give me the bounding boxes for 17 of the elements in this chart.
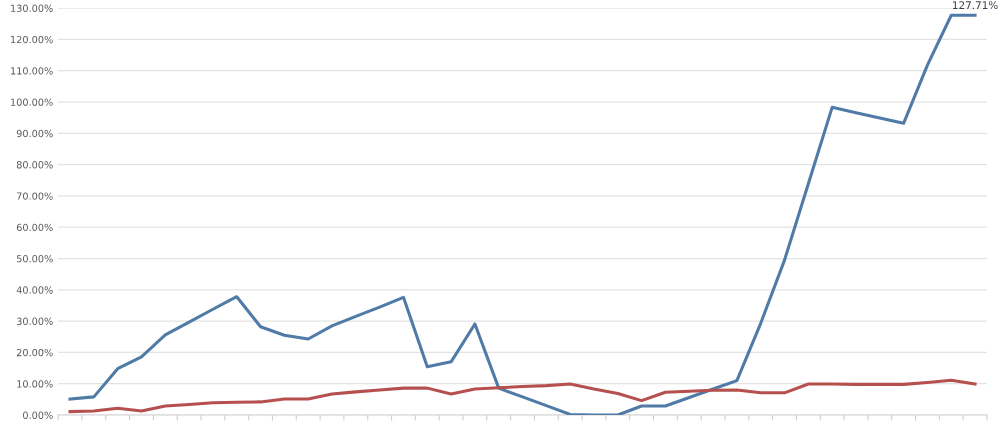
line-series — [68, 13, 977, 416]
y-tick-label: 100.00% — [11, 98, 53, 106]
y-tick-label: 70.00% — [16, 192, 53, 200]
y-tick-label: 110.00% — [11, 67, 53, 75]
y-tick-label: 120.00% — [11, 35, 53, 44]
y-tick-label: 130.00% — [11, 4, 53, 12]
y-tick-label: 0.00% — [23, 411, 53, 419]
y-tick-label: 60.00% — [16, 223, 53, 232]
y-tick-label: 50.00% — [16, 255, 53, 263]
y-tick-label: 40.00% — [16, 286, 53, 294]
y-tick-label: 90.00% — [16, 129, 53, 138]
y-tick-label: 30.00% — [16, 317, 53, 325]
y-tick-label: 20.00% — [16, 348, 53, 357]
y-tick-label: 80.00% — [16, 161, 53, 169]
data-label: 127.71% — [953, 1, 998, 10]
y-tick-label: 10.00% — [17, 380, 53, 388]
line-series — [68, 378, 977, 414]
